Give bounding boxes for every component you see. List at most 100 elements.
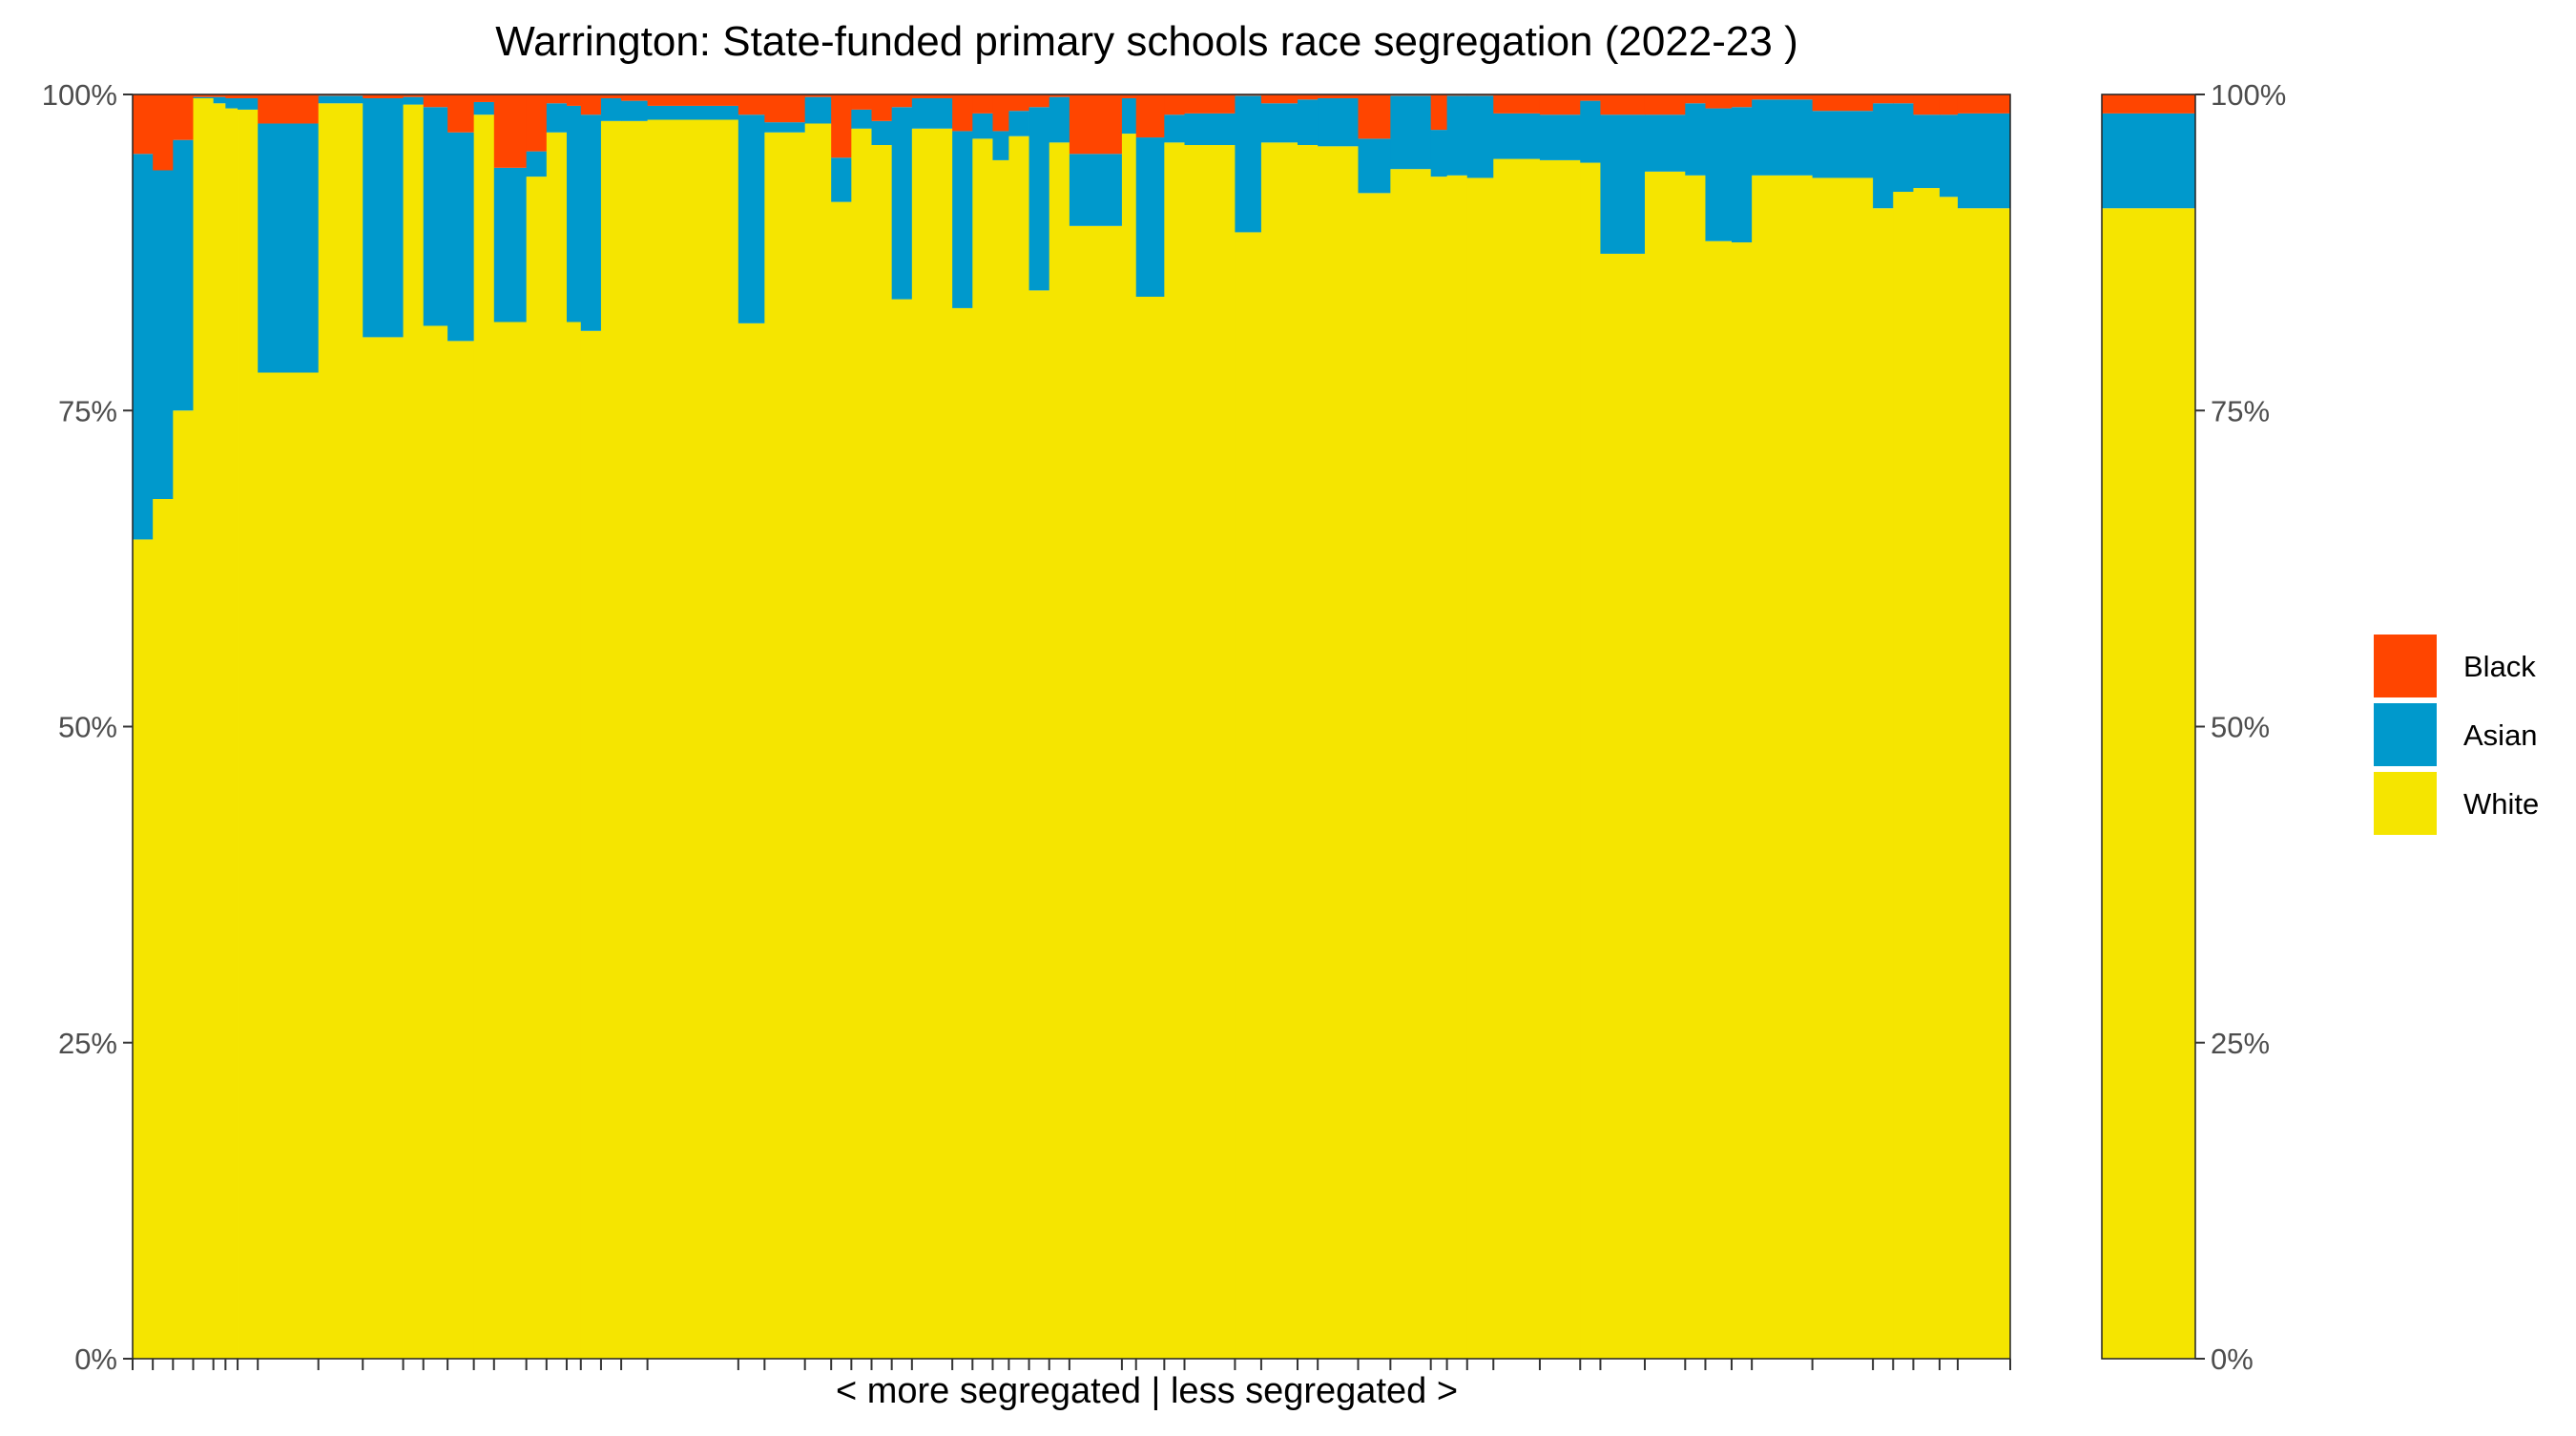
bar-black-39: [1135, 94, 1165, 138]
bar-white-5: [213, 103, 226, 1359]
bar-asian-14: [473, 101, 495, 115]
bar-black-56: [1685, 94, 1706, 104]
bar-black-25: [804, 94, 832, 97]
overall-panel: [2101, 94, 2196, 1360]
bar-white-62: [1893, 192, 1914, 1359]
bar-black-8: [258, 94, 320, 124]
bar-white-65: [1957, 208, 2011, 1359]
bar-asian-48: [1430, 130, 1447, 177]
bar-asian-37: [1069, 154, 1123, 226]
bar-asian-27: [851, 109, 872, 129]
bar-white-47: [1390, 169, 1432, 1360]
bar-asian-63: [1913, 114, 1941, 189]
bar-black-1: [133, 94, 154, 155]
bar-asian-2: [153, 170, 174, 499]
bar-asian-31: [952, 131, 973, 308]
y-tick-label-left: 25%: [58, 1027, 117, 1060]
bar-white-12: [423, 325, 448, 1360]
bar-white-46: [1358, 193, 1391, 1360]
bar-black-40: [1164, 94, 1185, 115]
bar-asian-15: [493, 167, 528, 323]
bar-white-64: [1939, 197, 1959, 1360]
bar-black-38: [1121, 94, 1137, 98]
bar-black-61: [1873, 94, 1894, 104]
bar-white-17: [546, 132, 568, 1359]
bar-white-24: [764, 132, 806, 1359]
bar-black-20: [600, 94, 622, 98]
bar-asian-36: [1049, 96, 1070, 143]
bar-asian-42: [1235, 95, 1262, 233]
bar-white-54: [1600, 253, 1646, 1360]
y-tick-label-right: 75%: [2211, 394, 2270, 427]
bar-black-57: [1705, 94, 1733, 109]
bar-black-13: [447, 94, 475, 133]
legend-label-white: White: [2463, 787, 2539, 821]
bar-white-34: [1008, 135, 1029, 1360]
bar-asian-19: [580, 114, 602, 331]
bar-asian-44: [1298, 99, 1319, 145]
legend-swatch-white: [2374, 772, 2437, 835]
bar-asian-11: [403, 96, 425, 105]
bar-white-50: [1466, 177, 1494, 1360]
bar-white-2: [153, 499, 174, 1359]
bar-asian-29: [891, 107, 913, 300]
bar-white-10: [363, 337, 404, 1359]
bar-asian-46: [1358, 138, 1391, 194]
bar-asian-32: [972, 113, 993, 139]
bar-asian-26: [831, 157, 852, 202]
bar-asian-12: [423, 107, 448, 326]
bar-asian-5: [213, 96, 226, 104]
bar-white-16: [526, 177, 548, 1360]
bar-asian-18: [566, 105, 582, 323]
chart-title: Warrington: State-funded primary schools…: [495, 18, 1798, 65]
bar-black-21: [621, 94, 649, 101]
bar-asian-55: [1644, 114, 1686, 172]
y-tick-label-left: 75%: [58, 394, 117, 427]
bar-black-54: [1600, 94, 1646, 115]
bar-black-41: [1184, 94, 1236, 114]
bar-black-43: [1260, 94, 1298, 104]
bar-black-45: [1318, 94, 1359, 98]
bar-white-7: [238, 109, 259, 1359]
bar-white-60: [1812, 177, 1874, 1360]
bar-black-48: [1430, 94, 1447, 131]
bar-black-55: [1644, 94, 1686, 115]
bar-asian-24: [764, 122, 806, 133]
bar-black-19: [580, 94, 602, 115]
bar-white-42: [1235, 232, 1262, 1360]
bar-black-12: [423, 94, 448, 108]
bar-white-18: [566, 322, 582, 1359]
bar-white-35: [1028, 290, 1050, 1360]
bar-white-28: [871, 145, 893, 1359]
bar-white-20: [600, 120, 622, 1360]
bar-asian-60: [1812, 111, 1874, 178]
bar-white-36: [1049, 142, 1070, 1360]
bar-asian-28: [871, 120, 893, 145]
bar-black-17: [546, 94, 568, 104]
bar-asian-20: [600, 97, 622, 121]
bar-white-30: [911, 128, 953, 1359]
bar-white-41: [1184, 145, 1236, 1359]
bar-black-64: [1939, 94, 1959, 115]
bar-black-16: [526, 94, 548, 152]
bar-white-27: [851, 128, 872, 1359]
bar-black-37: [1069, 94, 1123, 155]
bar-black-5: [213, 94, 226, 97]
bar-white-48: [1430, 177, 1447, 1360]
x-axis-label: < more segregated | less segregated >: [836, 1371, 1458, 1411]
bar-black-27: [851, 94, 872, 110]
bar-asian-62: [1893, 103, 1914, 193]
bar-white-49: [1446, 175, 1468, 1359]
bar-black-51: [1493, 94, 1541, 114]
bar-black-18: [566, 94, 582, 106]
bar-asian-22: [647, 105, 739, 120]
bar-white-9: [318, 103, 364, 1359]
bar-asian-64: [1939, 114, 1959, 198]
bar-white-55: [1644, 171, 1686, 1359]
bar-asian-43: [1260, 103, 1298, 143]
overall-bar-black: [2102, 94, 2195, 114]
bar-asian-47: [1390, 95, 1432, 170]
bar-asian-51: [1493, 113, 1541, 159]
bar-white-19: [580, 330, 602, 1359]
